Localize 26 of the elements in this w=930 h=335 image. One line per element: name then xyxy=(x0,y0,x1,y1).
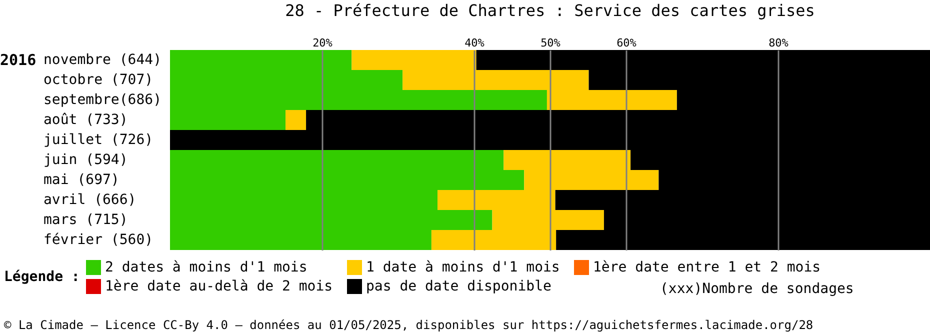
x-tick-label: 60% xyxy=(616,36,637,50)
y-tick-label: novembre (644) xyxy=(44,52,162,68)
x-tick-label: 40% xyxy=(464,36,485,50)
y-tick-label: mai (697) xyxy=(44,172,120,188)
legend-label: 2 dates à moins d'1 mois xyxy=(105,260,308,276)
legend-label: 1ère date entre 1 et 2 mois xyxy=(593,260,821,276)
legend-label: 1ère date au-delà de 2 mois xyxy=(105,278,333,294)
x-tick-label: 50% xyxy=(540,36,561,50)
chart-title: 28 - Préfecture de Chartres : Service des cartes grises xyxy=(285,1,815,20)
text: (xxx)Nombre de sondages xyxy=(660,281,854,297)
legend-label: 1 date à moins d'1 mois xyxy=(366,260,560,276)
y-tick-label: février (560) xyxy=(44,232,154,248)
text: © La Cimade – Licence CC-By 4.0 – données au 01/05/2025, disponibles sur https://aguichetsfermes.lacimade.org/28 xyxy=(4,318,814,332)
text: 2016 xyxy=(0,51,36,69)
y-tick-label: mars (715) xyxy=(44,212,128,228)
x-tick-label: 80% xyxy=(768,36,789,50)
y-tick-label: septembre(686) xyxy=(44,92,162,108)
y-tick-label: octobre (707) xyxy=(44,72,154,88)
legend-title: Légende : xyxy=(4,269,80,285)
x-tick-label: 20% xyxy=(312,36,333,50)
y-tick-label: juillet (726) xyxy=(44,132,154,148)
y-tick-label: août (733) xyxy=(44,112,128,128)
bar xyxy=(286,110,306,130)
legend-label: pas de date disponible xyxy=(366,278,552,294)
y-tick-label: juin (594) xyxy=(44,152,128,168)
y-tick-label: avril (666) xyxy=(44,192,136,208)
